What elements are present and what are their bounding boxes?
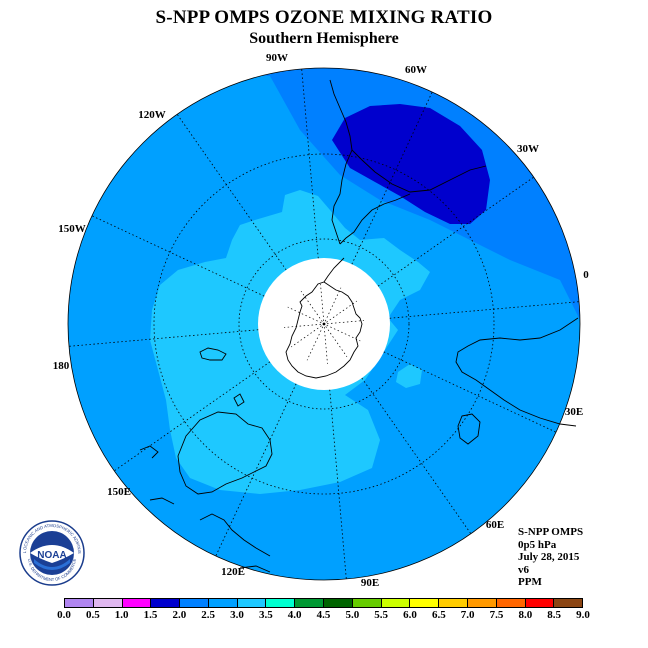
colorbar-swatch-5 (208, 599, 238, 607)
colorbar-label: 4.0 (287, 609, 302, 621)
info-block: S-NPP OMPS 0p5 hPa July 28, 2015 v6 PPM (518, 526, 583, 589)
lon-label-60w: 60W (405, 64, 427, 76)
noaa-logo: NOAA NATIONAL OCEANIC AND ATMOSPHERIC AD… (18, 519, 85, 586)
longitude-labels: 90W 60W 30W 0 30E 60E 90E 120E 150E 180 … (53, 52, 590, 589)
africa-coast (455, 317, 579, 427)
field-region-1-5-2-0 (332, 104, 490, 224)
colorbar-label: 8.5 (547, 609, 562, 621)
page-title: S-NPP OMPS OZONE MIXING RATIO (155, 7, 493, 28)
colorbar-label: 2.0 (172, 609, 187, 621)
colorbar-swatch-8 (295, 599, 325, 607)
antarctica-coast (285, 281, 363, 379)
lon-label-0: 0 (583, 269, 589, 281)
lon-label-90w: 90W (266, 52, 288, 64)
info-date: July 28, 2015 (518, 551, 580, 563)
lon-label-30e: 30E (565, 406, 583, 418)
colorbar-label: 6.0 (403, 609, 417, 621)
colorbar-label: 6.5 (431, 609, 446, 621)
colorbar-label: 2.5 (201, 609, 216, 621)
colorbar-labels: 0.0 0.5 1.0 1.5 2.0 2.5 3.0 3.5 4.0 4.5 5.0 5.5 6.0 6… (0, 609, 648, 623)
colorbar-swatch-10 (352, 599, 382, 607)
coastlines (139, 79, 579, 573)
colorbar-label: 7.0 (460, 609, 475, 621)
lon-label-150e: 150E (107, 486, 131, 498)
colorbar-label: 8.0 (518, 609, 533, 621)
lon-label-30w: 30W (517, 143, 539, 155)
colorbar-label: 3.0 (230, 609, 244, 621)
lon-label-90e: 90E (361, 577, 379, 589)
colorbar-swatch-14 (467, 599, 497, 607)
colorbar-swatch-11 (381, 599, 411, 607)
colorbar (64, 598, 583, 608)
info-units: PPM (518, 576, 542, 588)
colorbar-label: 5.5 (374, 609, 389, 621)
colorbar-label: 1.0 (114, 609, 129, 621)
colorbar-swatch-15 (496, 599, 526, 607)
tasmania-coast (233, 393, 245, 407)
colorbar-label: 9.0 (576, 609, 590, 621)
info-version: v6 (518, 563, 529, 576)
colorbar-label: 5.0 (345, 609, 360, 621)
page-subtitle: Southern Hemisphere (249, 30, 399, 47)
info-level: 0p5 hPa (518, 538, 557, 551)
map-outline (67, 67, 581, 581)
latitude-circle-30s (153, 153, 495, 495)
colorbar-swatch-1 (93, 599, 123, 607)
graticule (68, 68, 580, 580)
colorbar-swatch-3 (151, 599, 181, 607)
madagascar-coast (457, 413, 481, 445)
australia-coast (177, 411, 273, 495)
colorbar-swatch-13 (439, 599, 468, 607)
colorbar-swatch-6 (237, 599, 267, 607)
colorbar-label: 3.5 (258, 609, 273, 621)
lon-label-150w: 150W (58, 223, 86, 235)
latitude-circle-60s (238, 238, 410, 410)
lon-label-120e: 120E (221, 566, 245, 578)
colorbar-swatch-4 (180, 599, 209, 607)
info-instrument: S-NPP OMPS (518, 526, 584, 538)
colorbar-label: 1.5 (143, 609, 158, 621)
south-america-coast (329, 79, 487, 245)
pole-marker (322, 322, 326, 326)
field-region-3-0-3-5-island (396, 364, 422, 388)
new-zealand-coast (199, 347, 227, 361)
svg-text:NOAA: NOAA (37, 550, 66, 561)
colorbar-swatch-9 (324, 599, 353, 607)
lon-label-180: 180 (53, 360, 70, 372)
lon-label-60e: 60E (486, 519, 504, 531)
colorbar-swatch-12 (410, 599, 440, 607)
indonesia-coast (139, 445, 271, 573)
colorbar-label: 0.0 (57, 609, 71, 621)
colorbar-label: 4.5 (316, 609, 331, 621)
antarctic-peninsula-coast (323, 257, 345, 283)
colorbar-swatch-16 (525, 599, 555, 607)
colorbar-label: 0.5 (85, 609, 100, 621)
colorbar-swatch-17 (554, 599, 583, 607)
colorbar-swatch-2 (122, 599, 152, 607)
colorbar-swatch-0 (65, 599, 94, 607)
lon-label-120w: 120W (138, 109, 166, 121)
colorbar-label: 7.5 (489, 609, 504, 621)
colorbar-swatch-7 (266, 599, 296, 607)
